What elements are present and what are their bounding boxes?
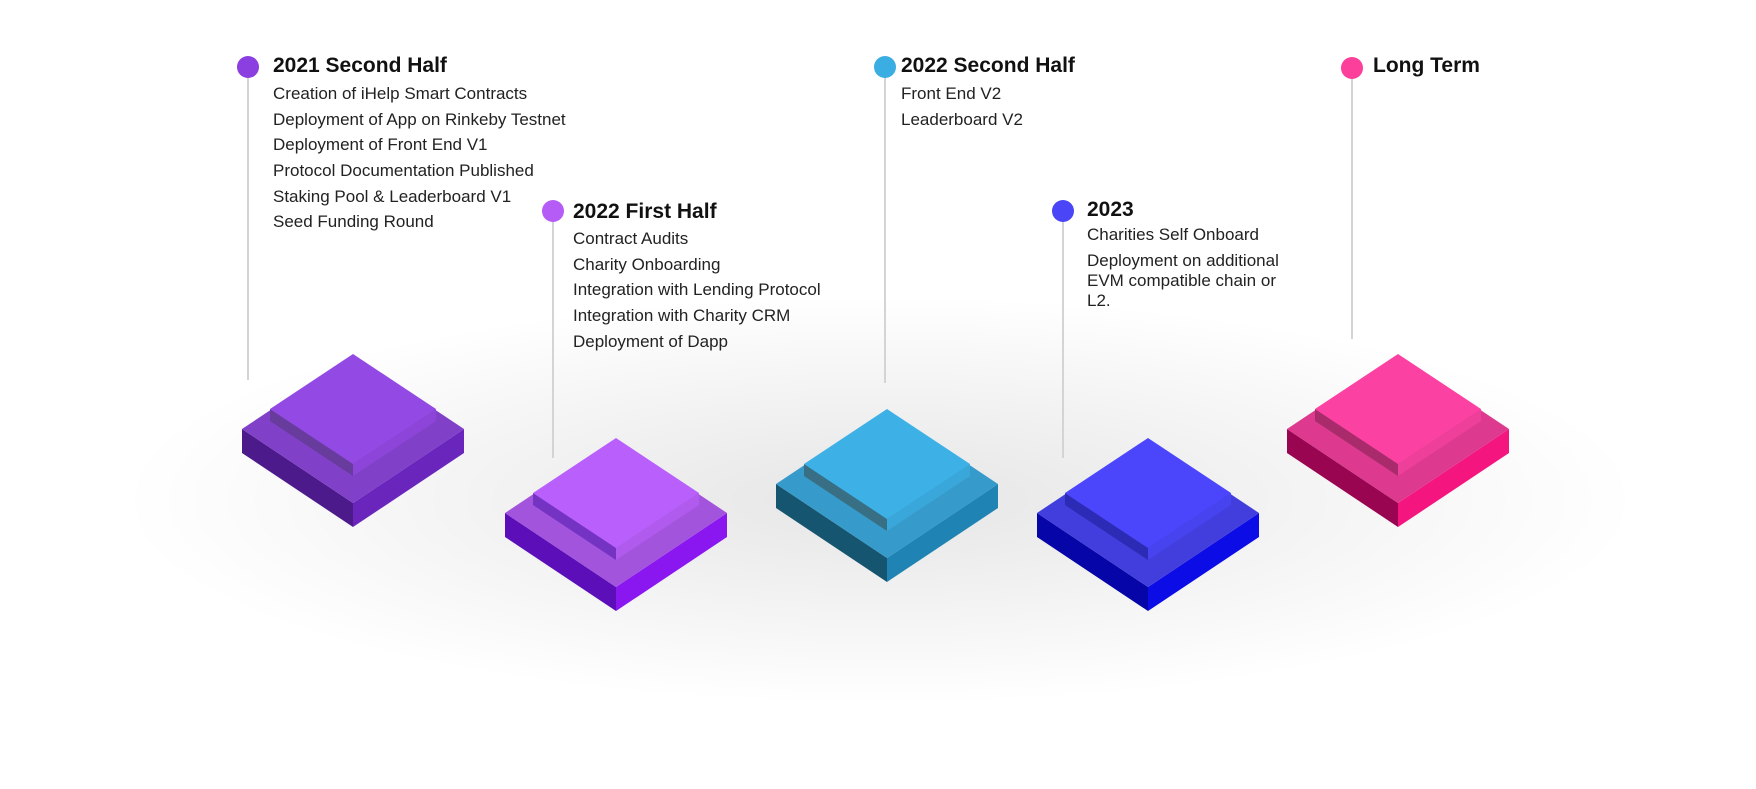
milestone-item: Integration with Lending Protocol	[573, 280, 821, 300]
step-top-face	[270, 354, 436, 464]
milestone-stem	[1062, 211, 1064, 458]
block-right-face	[1148, 513, 1259, 611]
step-top-face	[1065, 438, 1231, 548]
milestone-stem	[552, 211, 554, 458]
milestone-dot	[237, 56, 259, 78]
milestone-item: Integration with Charity CRM	[573, 306, 791, 326]
milestone-dot	[1341, 57, 1363, 79]
milestone-item: Deployment on additional EVM compatible …	[1087, 250, 1279, 310]
step-right-face	[353, 409, 436, 476]
milestone-item: Contract Audits	[573, 229, 689, 248]
milestone-title: 2023	[1087, 198, 1134, 221]
block-right-face	[887, 484, 998, 582]
block-right-face	[616, 513, 727, 611]
step-top-face	[804, 409, 970, 519]
step-top-face	[1315, 354, 1481, 464]
milestone-dot	[542, 200, 564, 222]
milestone-items: Creation of iHelp Smart Contracts Deploym…	[273, 84, 613, 238]
block-left-face	[1037, 513, 1148, 611]
step-left-face	[804, 464, 887, 531]
milestone-item: Deployment of Front End V1	[273, 135, 488, 155]
milestone-block-2021-second-half	[242, 354, 464, 527]
milestone-block-long-term	[1287, 354, 1509, 527]
step-right-face	[887, 464, 970, 531]
step-right-face	[1398, 409, 1481, 476]
milestone-item: Charity Onboarding	[573, 254, 721, 274]
step-left-face	[270, 409, 353, 476]
milestone-item: Seed Funding Round	[273, 212, 434, 232]
block-right-face	[353, 429, 464, 527]
milestone-block-2023	[1037, 438, 1259, 611]
milestone-item: Creation of iHelp Smart Contracts	[273, 84, 528, 103]
milestone-item: Deployment of Dapp	[573, 331, 728, 351]
milestone-title: Long Term	[1373, 54, 1480, 77]
milestone-title: 2022 First Half	[573, 200, 717, 223]
milestone-item: Protocol Documentation Published	[273, 161, 534, 181]
milestone-item: Deployment of App on Rinkeby Testnet	[273, 109, 566, 129]
step-left-face	[533, 493, 616, 560]
step-top-face	[533, 438, 699, 548]
block-left-face	[1287, 429, 1398, 527]
milestone-stem	[884, 67, 886, 383]
block-right-face	[1398, 429, 1509, 527]
milestone-title: 2022 Second Half	[901, 54, 1075, 77]
step-right-face	[1148, 493, 1231, 560]
milestone-item: Leaderboard V2	[901, 109, 1023, 129]
milestone-block-2022-first-half	[505, 438, 727, 611]
milestone-items: Contract Audits Charity Onboarding Integra…	[573, 229, 873, 357]
step-right-face	[616, 493, 699, 560]
block-left-face	[776, 484, 887, 582]
block-left-face	[505, 513, 616, 611]
block-left-face	[242, 429, 353, 527]
step-left-face	[1315, 409, 1398, 476]
milestone-item: Charities Self Onboard	[1087, 225, 1259, 244]
milestone-stem	[247, 67, 249, 380]
step-left-face	[1065, 493, 1148, 560]
milestone-items: Charities Self Onboard Deployment on addi…	[1087, 225, 1297, 316]
milestone-item: Front End V2	[901, 84, 1002, 103]
milestone-block-2022-second-half	[776, 409, 998, 582]
milestone-stem	[1351, 68, 1353, 339]
milestone-items: Front End V2 Leaderboard V2	[901, 84, 1141, 135]
milestone-title: 2021 Second Half	[273, 54, 447, 77]
milestone-item: Staking Pool & Leaderboard V1	[273, 186, 512, 206]
milestone-dot	[1052, 200, 1074, 222]
milestone-dot	[874, 56, 896, 78]
